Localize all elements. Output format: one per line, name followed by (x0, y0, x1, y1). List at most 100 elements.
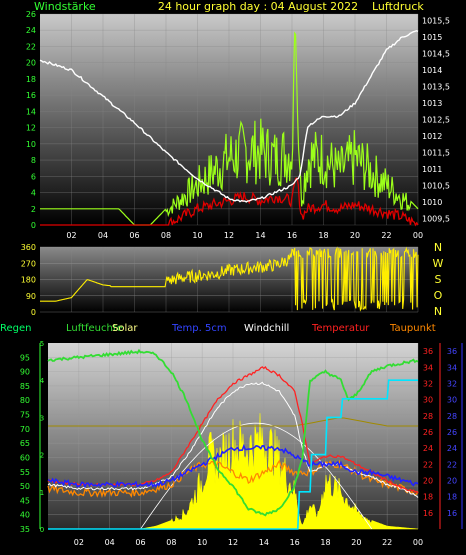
climate-x-tick-label: 04 (105, 538, 115, 547)
temperature-tick-label: 26 (423, 428, 433, 437)
humidity-tick-label: 40 (20, 511, 30, 520)
soil-temp-tick-label: 22 (447, 460, 457, 469)
humidity-tick-label: 50 (20, 482, 30, 491)
humidity-tick-label: 60 (20, 453, 30, 462)
wind-x-tick-label: 20 (350, 231, 360, 240)
wind-tick-label: 22 (26, 42, 36, 51)
humidity-line (47, 348, 419, 517)
pressure-tick-label: 1011 (422, 165, 442, 174)
soil-temp-tick-label: 16 (447, 509, 457, 518)
legend-item: Solar (112, 323, 138, 334)
direction-compass-label: N (434, 305, 442, 318)
legend-item: Luftfeuchte (66, 323, 123, 334)
direction-compass-label: O (434, 289, 443, 302)
wind-direction-line (40, 246, 419, 312)
soil-temp-tick-label: 30 (447, 396, 457, 405)
temperature-tick-label: 24 (423, 444, 433, 453)
wind-tick-label: 4 (31, 189, 36, 198)
pressure-tick-label: 1014,5 (422, 50, 450, 59)
rain-tick-label: 3 (40, 414, 44, 422)
wind-tick-label: 10 (26, 140, 36, 149)
wind-x-tick-label: 14 (255, 231, 265, 240)
legend-item: Windchill (244, 323, 289, 334)
soil-temp-tick-label: 26 (447, 428, 457, 437)
temperature-tick-label: 36 (423, 347, 433, 356)
direction-tick-label: 270 (21, 259, 36, 268)
pressure-line (39, 29, 419, 203)
humidity-tick-label: 80 (20, 396, 30, 405)
legend-item: Temperatur (311, 323, 370, 334)
rain-tick-label: 1 (40, 489, 44, 497)
rain-tick-label: 5 (40, 340, 44, 348)
climate-x-tick-label: 22 (382, 538, 392, 547)
right-axis-title: Luftdruck (372, 0, 424, 13)
pressure-tick-label: 1013 (422, 99, 442, 108)
soil-temp-tick-label: 24 (447, 444, 457, 453)
humidity-tick-label: 55 (20, 468, 30, 477)
wind-tick-label: 12 (26, 124, 36, 133)
temperature-tick-label: 20 (423, 476, 433, 485)
wind-tick-label: 20 (26, 59, 36, 68)
climate-x-tick-label: 12 (228, 538, 238, 547)
direction-tick-label: 90 (26, 292, 36, 301)
wind-tick-label: 18 (26, 75, 36, 84)
rain-tick-label: 0 (40, 526, 44, 534)
wind-tick-label: 26 (26, 10, 36, 19)
climate-x-tick-label: 14 (259, 538, 269, 547)
direction-tick-label: 360 (21, 243, 36, 252)
legend-item: Temp. 5cm (171, 323, 227, 334)
temperature-tick-label: 32 (423, 379, 433, 388)
climate-x-tick-label: 16 (290, 538, 300, 547)
wind-x-tick-label: 04 (98, 231, 108, 240)
wind-x-tick-label: 00 (413, 231, 423, 240)
temperature-tick-label: 30 (423, 396, 433, 405)
temperature-tick-label: 34 (423, 363, 433, 372)
climate-x-tick-label: 18 (320, 538, 330, 547)
wind-x-tick-label: 08 (161, 231, 171, 240)
climate-x-tick-label: 00 (413, 538, 423, 547)
pressure-tick-label: 1010,5 (422, 181, 450, 190)
left-axis-title: Windstärke (34, 0, 96, 13)
soil-temp-tick-label: 32 (447, 379, 457, 388)
pressure-tick-label: 1012,5 (422, 116, 450, 125)
humidity-tick-label: 45 (20, 496, 30, 505)
direction-compass-label: W (433, 257, 444, 270)
wind-x-tick-label: 10 (192, 231, 202, 240)
pressure-tick-label: 1010 (422, 198, 442, 207)
pressure-tick-label: 1013,5 (422, 83, 450, 92)
pressure-tick-label: 1011,5 (422, 148, 450, 157)
humidity-tick-label: 75 (20, 411, 30, 420)
climate-x-tick-label: 10 (197, 538, 207, 547)
wind-tick-label: 6 (31, 172, 36, 181)
soil-temp-line (47, 443, 419, 489)
humidity-tick-label: 70 (20, 425, 30, 434)
direction-tick-label: 180 (21, 276, 36, 285)
wind-x-tick-label: 12 (224, 231, 234, 240)
soil-temp-tick-label: 18 (447, 493, 457, 502)
wind-tick-label: 24 (26, 26, 36, 35)
wind-x-tick-label: 02 (66, 231, 76, 240)
humidity-tick-label: 90 (20, 368, 30, 377)
temperature-tick-label: 28 (423, 412, 433, 421)
temperature-tick-label: 18 (423, 493, 433, 502)
wind-tick-label: 2 (31, 205, 36, 214)
rain-tick-label: 2 (40, 452, 44, 460)
legend-item: Regen (0, 323, 32, 334)
wind-tick-label: 8 (31, 156, 36, 165)
wind-tick-label: 16 (26, 91, 36, 100)
humidity-tick-label: 35 (20, 525, 30, 534)
pressure-tick-label: 1014 (422, 66, 442, 75)
humidity-tick-label: 95 (20, 353, 30, 362)
rain-tick-label: 4 (40, 377, 45, 385)
climate-x-tick-label: 06 (135, 538, 145, 547)
wind-gust-line (40, 31, 419, 226)
pressure-tick-label: 1015,5 (422, 17, 450, 26)
wind-x-tick-label: 16 (287, 231, 297, 240)
direction-compass-label: S (435, 273, 442, 286)
wind-x-tick-label: 22 (381, 231, 391, 240)
soil-temp-tick-label: 20 (447, 476, 457, 485)
temperature-tick-label: 16 (423, 509, 433, 518)
pressure-tick-label: 1009,5 (422, 214, 450, 223)
rain-line (48, 379, 418, 530)
